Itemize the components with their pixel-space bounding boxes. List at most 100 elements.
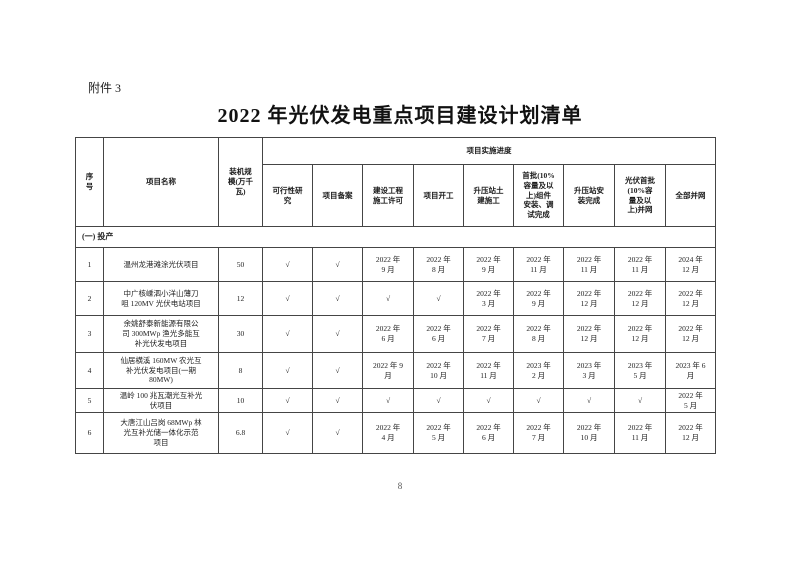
progress-cell: 2024 年 12 月 bbox=[664, 247, 717, 282]
progress-cell: 2022 年 10 月 bbox=[413, 352, 464, 389]
progress-cell: 2023 年 5 月 bbox=[614, 352, 666, 389]
progress-cell: √ bbox=[413, 388, 464, 413]
progress-cell: 2022 年 9 月 bbox=[513, 281, 564, 316]
progress-cell: 2022 年 12 月 bbox=[563, 281, 615, 316]
col-header-progress-5: 首批(10% 容量及以 上)组件 安装、调 试完成 bbox=[513, 164, 564, 227]
progress-cell: 2022 年 7 月 bbox=[463, 315, 514, 353]
progress-cell: 2022 年 9 月 bbox=[463, 247, 514, 282]
row-index: 1 bbox=[75, 247, 104, 282]
progress-cell: √ bbox=[262, 412, 313, 454]
progress-cell: √ bbox=[262, 388, 313, 413]
progress-cell: 2022 年 12 月 bbox=[614, 281, 666, 316]
table-row: 1 温州龙港滩涂光伏项目 50 √ √ 2022 年 9 月 2022 年 8 月 2022 … bbox=[75, 247, 717, 282]
progress-cell: √ bbox=[463, 388, 514, 413]
progress-cell: √ bbox=[362, 281, 414, 316]
capacity-value: 10 bbox=[218, 388, 263, 413]
progress-cell: 2022 年 4 月 bbox=[362, 412, 414, 454]
progress-cell: √ bbox=[262, 247, 313, 282]
col-header-progress-1: 项目备案 bbox=[312, 164, 363, 227]
col-header-progress-0: 可行性研 究 bbox=[262, 164, 313, 227]
progress-cell: 2022 年 5 月 bbox=[664, 388, 717, 413]
project-name: 仙居横溪 160MW 农光互 补光伏发电项目(一期 80MW) bbox=[103, 352, 219, 389]
progress-cell: √ bbox=[312, 315, 363, 353]
col-header-capacity: 装机规 模(万千 瓦) bbox=[218, 137, 263, 227]
capacity-value: 12 bbox=[218, 281, 263, 316]
section-header: (一) 投产 bbox=[74, 226, 717, 248]
col-header-progress-2: 建设工程 施工许可 bbox=[362, 164, 414, 227]
progress-cell: √ bbox=[312, 247, 363, 282]
col-header-progress-8: 全部并网 bbox=[664, 164, 717, 227]
progress-cell: √ bbox=[312, 412, 363, 454]
project-name: 中广核嵊泗小洋山薄刀 咀 120MV 光伏电站项目 bbox=[103, 281, 219, 316]
progress-cell: 2022 年 9 月 bbox=[362, 247, 414, 282]
progress-cell: 2022 年 11 月 bbox=[563, 247, 615, 282]
page-number: 8 bbox=[397, 481, 403, 491]
progress-cell: 2022 年 12 月 bbox=[614, 315, 666, 353]
row-index: 2 bbox=[75, 281, 104, 316]
attachment-label: 附件 3 bbox=[88, 81, 122, 95]
progress-cell: 2022 年 11 月 bbox=[614, 412, 666, 454]
progress-cell: 2022 年 8 月 bbox=[513, 315, 564, 353]
project-name: 温州龙港滩涂光伏项目 bbox=[103, 247, 219, 282]
progress-cell: 2023 年 2 月 bbox=[513, 352, 564, 389]
progress-cell: 2022 年 9 月 bbox=[362, 352, 414, 389]
table-row: 3 余姚舒泰新能源有限公 司 300MWp 渔光多能互 补光伏发电项目 30 √ √ 20… bbox=[75, 315, 717, 353]
progress-cell: 2022 年 7 月 bbox=[513, 412, 564, 454]
section-row: (一) 投产 bbox=[74, 226, 717, 248]
progress-cell: 2022 年 11 月 bbox=[463, 352, 514, 389]
table-row: 4 仙居横溪 160MW 农光互 补光伏发电项目(一期 80MW) 8 √ √ 2022 … bbox=[75, 352, 717, 389]
project-name: 余姚舒泰新能源有限公 司 300MWp 渔光多能互 补光伏发电项目 bbox=[103, 315, 219, 353]
progress-cell: √ bbox=[262, 352, 313, 389]
header-row-top: 序 号 项目名称 装机规 模(万千 瓦) 项目实施进度 bbox=[75, 137, 717, 227]
col-header-index: 序 号 bbox=[75, 137, 104, 227]
progress-cell: √ bbox=[312, 352, 363, 389]
project-schedule-table: 序 号 项目名称 装机规 模(万千 瓦) 项目实施进度 可行性研 究项目备案 建设… bbox=[74, 137, 717, 454]
progress-cell: 2022 年 12 月 bbox=[664, 281, 717, 316]
progress-cell: √ bbox=[262, 315, 313, 353]
row-index: 5 bbox=[75, 388, 104, 413]
capacity-value: 6.8 bbox=[218, 412, 263, 454]
project-name: 大唐江山吕岗 68MWp 林 光互补光储一体化示范 项目 bbox=[103, 412, 219, 454]
progress-cell: 2022 年 8 月 bbox=[413, 247, 464, 282]
col-header-progress-6: 升压站安 装完成 bbox=[563, 164, 615, 227]
project-name: 温岭 100 兆瓦潮光互补光 伏项目 bbox=[103, 388, 219, 413]
row-index: 3 bbox=[75, 315, 104, 353]
col-header-project-name: 项目名称 bbox=[103, 137, 219, 227]
progress-cell: √ bbox=[312, 281, 363, 316]
progress-cell: √ bbox=[262, 281, 313, 316]
col-header-progress-group: 项目实施进度 bbox=[261, 137, 717, 165]
progress-cell: √ bbox=[614, 388, 666, 413]
table-row: 2 中广核嵊泗小洋山薄刀 咀 120MV 光伏电站项目 12 √ √ √ √ 2022 年 3… bbox=[75, 281, 717, 316]
capacity-value: 30 bbox=[218, 315, 263, 353]
progress-cell: 2022 年 12 月 bbox=[664, 315, 717, 353]
progress-cell: 2022 年 12 月 bbox=[664, 412, 717, 454]
progress-cell: 2022 年 6 月 bbox=[463, 412, 514, 454]
col-header-progress-7: 光伏首批 (10%容 量及以 上)并网 bbox=[614, 164, 666, 227]
table-row: 6 大唐江山吕岗 68MWp 林 光互补光储一体化示范 项目 6.8 √ √ 2022 年… bbox=[75, 412, 717, 454]
page-title: 2022 年光伏发电重点项目建设计划清单 bbox=[217, 105, 583, 127]
progress-cell: √ bbox=[312, 388, 363, 413]
progress-cell: 2022 年 6 月 bbox=[413, 315, 464, 353]
col-header-progress-3: 项目开工 bbox=[413, 164, 464, 227]
progress-cell: √ bbox=[413, 281, 464, 316]
progress-cell: 2023 年 6 月 bbox=[664, 352, 717, 389]
capacity-value: 8 bbox=[218, 352, 263, 389]
header-row-sub: 可行性研 究项目备案 建设工程 施工许可 项目开工 升压站土 建施工 首批(10% 容量… bbox=[76, 164, 717, 227]
capacity-value: 50 bbox=[218, 247, 263, 282]
col-header-progress-4: 升压站土 建施工 bbox=[463, 164, 514, 227]
progress-cell: √ bbox=[563, 388, 615, 413]
progress-cell: √ bbox=[513, 388, 564, 413]
table-row: 5 温岭 100 兆瓦潮光互补光 伏项目 10 √ √ √ √ √ √ √ √ 2022 年 5 月 bbox=[75, 388, 717, 413]
row-index: 4 bbox=[75, 352, 104, 389]
progress-cell: 2022 年 11 月 bbox=[614, 247, 666, 282]
progress-cell: 2022 年 10 月 bbox=[563, 412, 615, 454]
progress-cell: 2022 年 11 月 bbox=[513, 247, 564, 282]
progress-cell: 2022 年 5 月 bbox=[413, 412, 464, 454]
progress-cell: 2022 年 3 月 bbox=[463, 281, 514, 316]
row-index: 6 bbox=[75, 412, 104, 454]
progress-cell: 2022 年 12 月 bbox=[563, 315, 615, 353]
progress-cell: 2023 年 3 月 bbox=[563, 352, 615, 389]
progress-cell: √ bbox=[362, 388, 414, 413]
progress-cell: 2022 年 6 月 bbox=[362, 315, 414, 353]
